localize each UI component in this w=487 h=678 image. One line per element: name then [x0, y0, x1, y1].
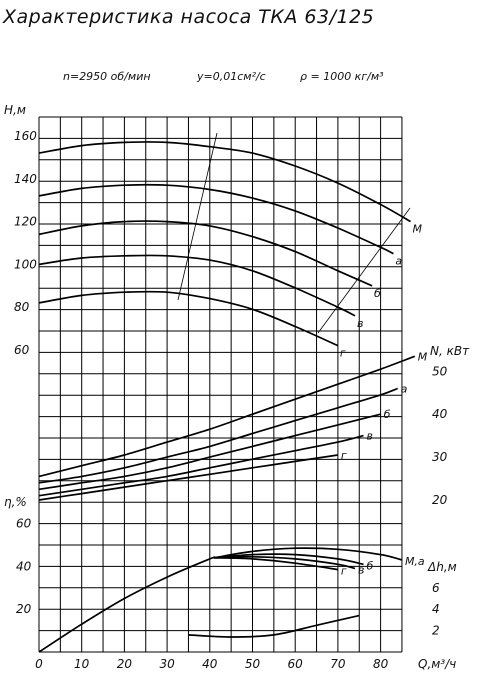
operating-zone-lines	[177, 132, 411, 334]
npsh-tick-label: 6	[432, 581, 440, 595]
grid	[38, 116, 403, 653]
efficiency-curve-label: г	[341, 565, 347, 578]
efficiency-М,а-curve	[213, 547, 403, 561]
power-axis-label: N, кВт	[430, 344, 470, 358]
power-в-curve	[38, 434, 364, 497]
power-curve-label: М	[418, 350, 428, 363]
x-tick-label: 80	[373, 657, 389, 671]
npsh-axis-label: Δh,м	[427, 560, 457, 574]
head-tick-label: 140	[14, 172, 37, 186]
efficiency-в-curve	[214, 555, 356, 570]
power-curve-label: а	[401, 382, 408, 395]
density-label: ρ = 1000 кг/м³	[300, 70, 384, 83]
x-tick-label: 30	[159, 657, 175, 671]
efficiency-tick-label: 20	[16, 602, 32, 616]
head-tick-label: 120	[14, 215, 37, 229]
x-tick-label: 10	[74, 657, 90, 671]
efficiency-curve-label: б	[367, 559, 374, 572]
head-в-curve	[38, 254, 356, 317]
x-tick-label: 60	[288, 657, 304, 671]
left-boundary-line	[177, 132, 218, 301]
power-curve-label: г	[341, 449, 347, 462]
power-tick-label: 30	[432, 450, 448, 464]
flow-axis-label: Q,м³/ч	[418, 657, 456, 671]
x-tick-label: 40	[202, 657, 218, 671]
power-г-curve	[38, 454, 339, 501]
right-boundary-line	[317, 207, 411, 334]
head-б-curve	[38, 220, 373, 287]
head-tick-label: 60	[14, 343, 30, 357]
x-tick-label: 0	[35, 657, 43, 671]
tick-labels: 0 10 20 30 40 50 60 70 80 60 80 100 120 140 160 20 40 60 2…	[14, 129, 448, 671]
head-tick-label: 80	[14, 300, 30, 314]
head-curve-label: М	[412, 223, 422, 236]
head-tick-label: 100	[14, 257, 37, 271]
power-а-curve	[38, 387, 398, 484]
head-М-curve	[38, 141, 411, 223]
head-curve-label: а	[395, 255, 402, 268]
head-axis-label: Н,м	[4, 103, 26, 117]
head-г-curve	[38, 290, 339, 347]
efficiency-б-curve	[214, 553, 364, 566]
head-curve-label: в	[357, 317, 363, 330]
head-curve-label: б	[374, 287, 381, 300]
x-tick-label: 20	[117, 657, 133, 671]
power-М-curve	[38, 355, 416, 478]
rotation-speed-label: n=2950 об/мин	[63, 70, 151, 83]
power-curve-label: б	[384, 408, 391, 421]
head-tick-label: 160	[14, 129, 37, 143]
x-tick-label: 50	[245, 657, 261, 671]
power-tick-label: 50	[432, 364, 448, 378]
efficiency-г-curve	[214, 556, 339, 571]
power-tick-label: 40	[432, 407, 448, 421]
efficiency-curve-label: в	[358, 564, 364, 577]
head-curve-label: г	[340, 347, 346, 360]
curves	[38, 141, 416, 653]
viscosity-label: у=0,01см²/с	[196, 70, 266, 83]
chart-title: Характеристика насоса ТКА 63/125	[2, 6, 374, 28]
power-б-curve	[38, 413, 381, 491]
power-tick-label: 20	[432, 493, 448, 507]
efficiency-axis-label: η,%	[4, 495, 27, 509]
x-tick-label: 70	[330, 657, 346, 671]
power-curve-label: в	[367, 430, 373, 443]
npsh-tick-label: 4	[432, 602, 440, 616]
npsh-tick-label: 2	[432, 624, 440, 638]
head-а-curve	[38, 183, 394, 255]
efficiency-tick-label: 40	[16, 559, 32, 573]
efficiency-curve-label: М,а	[405, 555, 425, 568]
efficiency-tick-label: 60	[16, 517, 32, 531]
npsh-curve	[188, 614, 360, 638]
efficiency-base-curve	[38, 556, 216, 653]
